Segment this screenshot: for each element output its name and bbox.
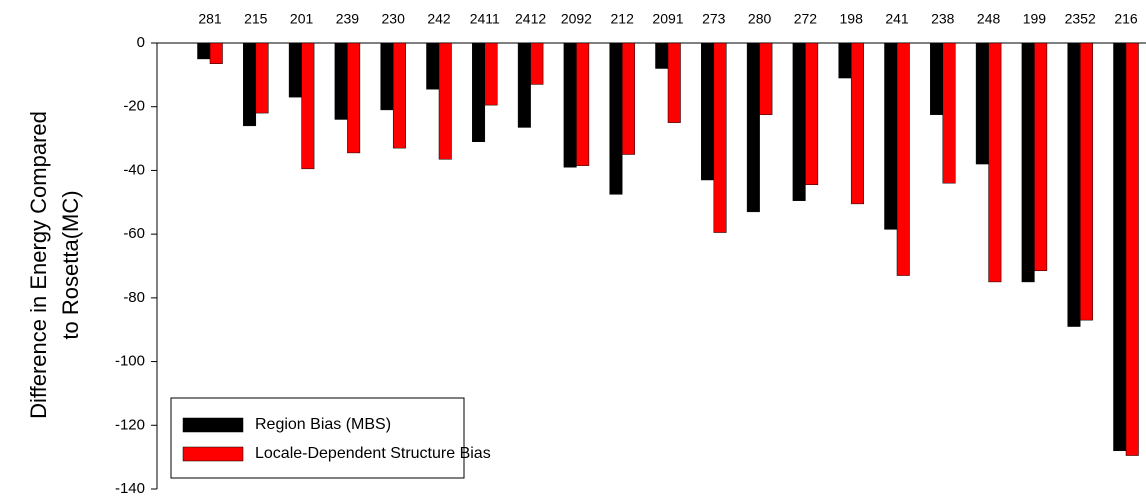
legend-box — [170, 397, 465, 479]
bar — [517, 42, 531, 128]
x-tick-label: 201 — [290, 11, 314, 27]
bar — [1113, 42, 1127, 452]
bar — [426, 42, 440, 90]
x-tick-label: 272 — [794, 11, 818, 27]
y-axis-title-line: to Rosetta(MC) — [58, 190, 83, 339]
x-tick-label: 2091 — [652, 11, 683, 27]
x-tick-label: 230 — [382, 11, 406, 27]
legend-swatch — [182, 417, 244, 433]
bar — [850, 42, 864, 205]
x-tick-label: 241 — [885, 11, 909, 27]
bar — [621, 42, 635, 155]
bar — [255, 42, 269, 114]
x-tick-label: 215 — [244, 11, 268, 27]
x-tick-label: 273 — [702, 11, 726, 27]
y-tick-label: 0 — [137, 34, 145, 51]
y-tick-label: -40 — [123, 161, 145, 178]
y-tick-label: -60 — [123, 225, 145, 242]
y-axis-title: Difference in Energy Compared to Rosetta… — [26, 111, 83, 419]
bar — [472, 42, 486, 143]
legend-label: Region Bias (MBS) — [255, 416, 391, 433]
bar — [1034, 42, 1048, 272]
bar — [392, 42, 406, 149]
bar — [1125, 42, 1139, 456]
bar — [530, 42, 544, 85]
x-tick-label: 2352 — [1065, 11, 1096, 27]
x-tick-label: 212 — [611, 11, 635, 27]
bar — [334, 42, 348, 120]
bar — [975, 42, 989, 165]
bar — [838, 42, 852, 79]
y-tick-label: -20 — [123, 98, 145, 115]
x-tick-label: 198 — [840, 11, 864, 27]
bar — [805, 42, 819, 186]
bar — [484, 42, 498, 106]
x-tick-label: 248 — [977, 11, 1001, 27]
bar — [576, 42, 590, 166]
y-tick-label: -100 — [115, 353, 145, 370]
bar — [1079, 42, 1093, 321]
x-tick-label: 242 — [427, 11, 451, 27]
bar — [759, 42, 773, 115]
x-tick-label: 2412 — [515, 11, 546, 27]
y-tick-label: -140 — [115, 480, 145, 497]
bar — [942, 42, 956, 184]
bar — [209, 42, 223, 64]
bar — [655, 42, 669, 69]
bar — [347, 42, 361, 154]
y-axis-title-line: Difference in Energy Compared — [26, 111, 51, 419]
legend: Region Bias (MBS) Locale-Dependent Struct… — [170, 397, 491, 479]
bar — [609, 42, 623, 195]
bar — [288, 42, 302, 98]
x-tick-label: 238 — [931, 11, 955, 27]
x-tick-label: 2092 — [561, 11, 592, 27]
bar — [243, 42, 257, 127]
x-tick-label: 199 — [1023, 11, 1047, 27]
y-tick-label: -80 — [123, 289, 145, 306]
bar — [713, 42, 727, 233]
bar — [301, 42, 315, 170]
bar — [438, 42, 452, 160]
x-tick-label: 281 — [198, 11, 222, 27]
bar — [896, 42, 910, 276]
x-tick-label: 216 — [1114, 11, 1138, 27]
bar — [884, 42, 898, 230]
bar — [701, 42, 715, 181]
legend-swatch — [182, 446, 244, 462]
bar — [988, 42, 1002, 283]
bar — [792, 42, 806, 201]
bar — [197, 42, 211, 60]
x-tick-label: 239 — [336, 11, 360, 27]
bar — [1067, 42, 1081, 327]
bar — [1021, 42, 1035, 283]
legend-label: Locale-Dependent Structure Bias — [255, 445, 491, 462]
bar — [563, 42, 577, 168]
bar — [930, 42, 944, 115]
x-tick-label: 2411 — [470, 11, 500, 27]
bar — [380, 42, 394, 111]
bar — [667, 42, 681, 123]
y-tick-label: -120 — [115, 416, 145, 433]
bar — [746, 42, 760, 213]
x-tick-label: 280 — [748, 11, 772, 27]
